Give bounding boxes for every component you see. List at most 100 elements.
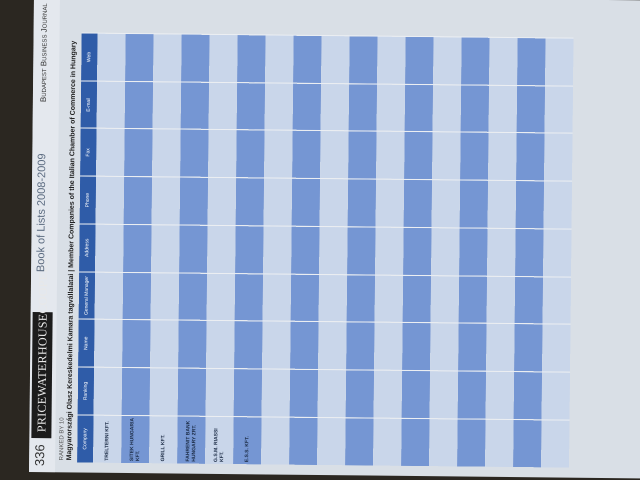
table-cell: FAHRENIT BANK HUNGARY ZRT. [177,415,206,464]
table-cell [402,322,431,371]
table-cell [262,273,292,322]
table-cell [460,132,489,181]
table-cell [318,321,347,370]
table-row [485,37,518,468]
table-cell [544,133,573,182]
table-cell [485,371,515,420]
table-cell [292,82,322,131]
book-title: Book of Lists 2008-2009 [35,153,49,273]
table-cell [459,227,488,276]
table-cell [515,228,544,277]
table-cell [542,276,572,325]
table-cell [486,275,516,324]
table-row: GRILL KFT. [149,33,182,464]
table-cell [95,224,124,273]
table-row: TRELTERNI KFT. [93,33,126,463]
page-header: 336 PRICEWATERHOUSECOOPERS Book of Lists… [28,0,60,473]
table-cell [234,320,263,369]
table-cell [430,323,459,372]
table-cell [318,274,348,323]
table-cell [404,131,433,180]
table-cell [376,131,405,180]
table-cell [291,178,321,227]
table-cell [290,321,319,370]
table-row [401,36,434,467]
table-cell [516,85,546,134]
table-cell [345,417,374,466]
table-row [289,35,322,465]
table-cell: SITEK HUNGARIA KFT. [121,415,150,464]
table-cell: E.S.S. KFT. [233,416,262,465]
table-cell [374,322,403,371]
table-row: E.S.S. KFT. [233,34,266,465]
table-cell [177,368,207,417]
table-cell [461,36,490,86]
table-cell [235,177,265,226]
table-cell [208,82,238,131]
table-cell [151,176,181,225]
column-header: Phone [79,176,97,225]
table-cell [96,80,126,129]
table-cell [457,371,487,420]
column-header: Company [77,414,94,463]
table-cell [209,34,238,83]
table-cell [460,84,490,133]
table-cell [265,34,294,83]
table-cell [180,81,210,130]
table-body: TRELTERNI KFT. SITEK HUNGARIA KFT. GRILL K… [93,33,574,468]
table-cell [545,37,574,86]
table-cell [321,35,350,84]
table-cell [122,272,152,321]
table-cell [541,419,570,468]
table-row [373,36,406,466]
table-cell [348,83,378,132]
table-cell: GRILL KFT. [149,415,178,464]
table-cell [123,176,153,225]
table-cell [403,227,432,276]
table-cell [487,180,517,229]
column-header: Address [79,223,96,272]
table-cell [152,129,181,178]
table-cell [179,224,208,273]
table-cell [97,33,126,82]
table-cell [292,130,321,179]
table-cell [401,370,431,419]
table-cell: TRELTERNI KFT. [93,414,122,463]
table: Company Ranking Name General Manager Address… [77,33,574,468]
table-cell [431,179,461,228]
table-cell [347,178,377,227]
table-cell [125,33,154,82]
table-cell [264,82,294,131]
table-cell [291,226,320,275]
table-cell [320,83,350,132]
table-cell [207,225,236,274]
table-cell [514,276,544,325]
table-cell [457,418,486,467]
table-cell [94,319,123,368]
table-row [317,35,350,466]
table-cell [293,35,322,84]
table-cell [94,271,124,320]
ranked-by: RANKED BY 10 [59,417,66,461]
column-header: Web [81,33,98,81]
table-cell [179,177,209,226]
table-cell [516,133,545,182]
table-cell [543,228,572,277]
table-cell [207,177,237,226]
table-cell [345,369,375,418]
table-cell [236,82,266,131]
table-cell [319,226,348,275]
table-cell [432,132,461,181]
table-cell [150,320,179,369]
page-number: 336 [32,444,48,467]
table-title: Magyarországi Olasz Kereskedelmi Kamara … [66,40,78,461]
table-cell [459,180,489,229]
table-cell [121,367,151,416]
table-cell [320,130,349,179]
table-cell [234,273,264,322]
table-cell [544,85,574,134]
table-cell [514,323,543,372]
table-cell [429,370,459,419]
table-cell [264,130,293,179]
table-cell [432,84,462,133]
